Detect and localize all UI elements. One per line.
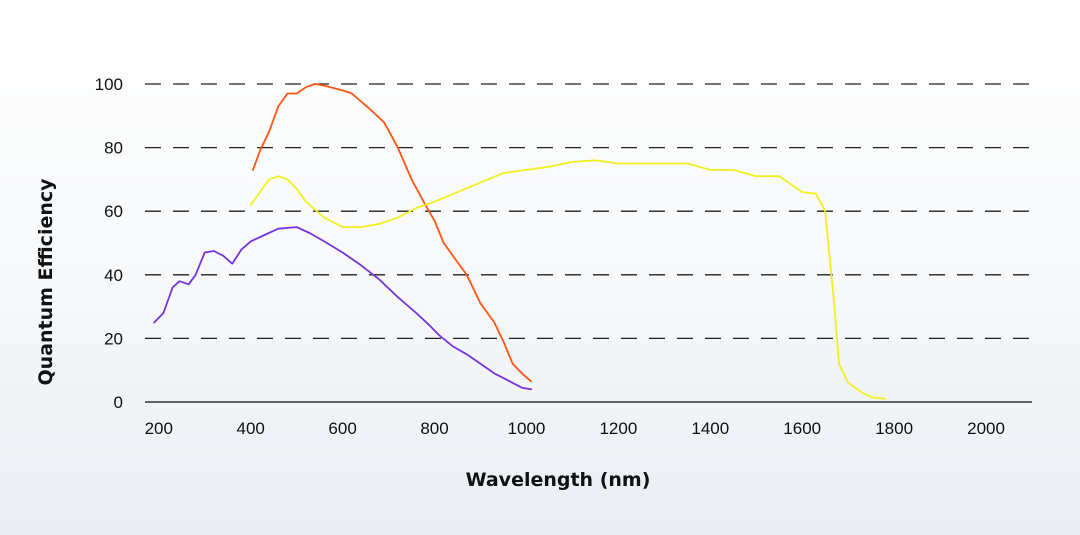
y-tick-label: 40	[104, 266, 123, 285]
x-tick-label: 600	[328, 419, 356, 438]
x-tick-label: 400	[237, 419, 265, 438]
grid-lines	[145, 83, 1032, 340]
series-line-3	[249, 159, 886, 400]
y-axis-title: Quantum Efficiency	[35, 178, 57, 386]
x-tick-label: 1800	[875, 419, 913, 438]
x-tick-label: 1600	[783, 419, 821, 438]
series-lines	[153, 83, 886, 400]
y-tick-labels: 0 20 40 60 80 100	[95, 75, 123, 412]
y-tick-label: 100	[95, 75, 123, 94]
x-axis-title: Wavelength (nm)	[466, 469, 651, 491]
y-tick-label: 0	[114, 393, 123, 412]
x-tick-label: 1000	[508, 419, 546, 438]
x-tick-label: 1400	[691, 419, 729, 438]
x-tick-label: 1200	[599, 419, 637, 438]
y-tick-label: 60	[104, 202, 123, 221]
series-line-1	[153, 226, 532, 391]
y-tick-label: 80	[104, 139, 123, 158]
x-tick-labels: 200 400 600 800 1000 1200 1400 1600 1800 2000	[145, 419, 1005, 438]
x-tick-label: 200	[145, 419, 173, 438]
y-tick-label: 20	[104, 329, 123, 348]
x-tick-label: 2000	[967, 419, 1005, 438]
x-tick-label: 800	[420, 419, 448, 438]
series-line-2	[252, 83, 532, 383]
